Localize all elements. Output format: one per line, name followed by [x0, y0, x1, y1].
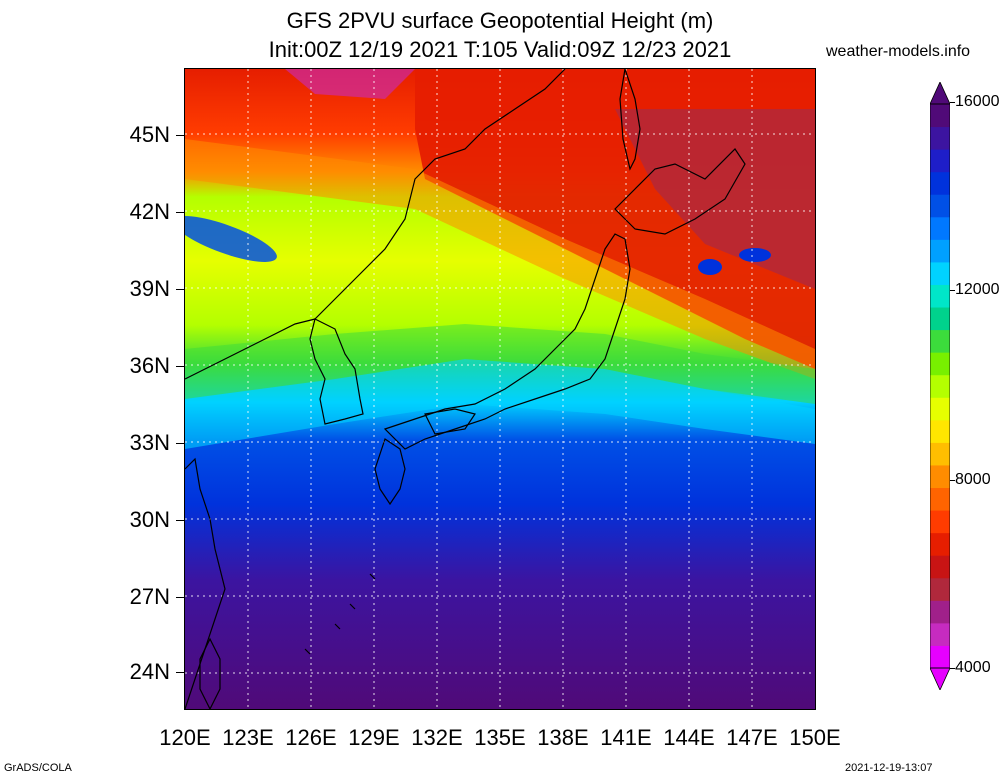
lat-tick [176, 135, 184, 136]
lon-label: 129E [348, 725, 400, 750]
colorbar-label: 16000 [955, 93, 1000, 110]
colorbar-segment [930, 374, 950, 398]
colorbar-segment [930, 487, 950, 511]
lat-tick [176, 289, 184, 290]
coastlines [185, 69, 746, 709]
ryukyu-islands [304, 573, 376, 655]
lat-label: 42N [129, 199, 170, 224]
colorbar-segment [930, 600, 950, 624]
colorbar-segment [930, 261, 950, 285]
geopotential-height-map [184, 68, 816, 710]
colorbar-segment [930, 216, 950, 240]
colorbar-tick [950, 480, 955, 481]
lat-tick [176, 597, 184, 598]
colorbar-segment [930, 171, 950, 195]
lon-label: 132E [411, 725, 463, 750]
taiwan-coastline [199, 637, 221, 709]
blue-blob [739, 248, 771, 262]
korea-coastline [309, 318, 364, 425]
map-subtitle: Init:00Z 12/19 2021 T:105 Valid:09Z 12/2… [268, 37, 732, 62]
colorbar-segment [930, 577, 950, 601]
colorbar-segment [930, 510, 950, 534]
orange-transition-band [185, 139, 815, 379]
cyan-band [185, 359, 815, 449]
map-canvas [185, 69, 815, 709]
colorbar-segment [930, 104, 950, 128]
lat-label: 33N [129, 430, 170, 455]
lat-label: 39N [129, 276, 170, 301]
colorbar-label: 4000 [955, 659, 991, 676]
blue-blob [698, 259, 722, 275]
map-title: GFS 2PVU surface Geopotential Height (m) [286, 8, 714, 33]
lon-label: 123E [222, 725, 274, 750]
colorbar-segment [930, 352, 950, 376]
lon-label: 144E [663, 725, 715, 750]
colorbar-tick [950, 290, 955, 291]
lat-label: 30N [129, 507, 170, 532]
lon-label: 150E [789, 725, 841, 750]
lon-label: 120E [159, 725, 211, 750]
lat-label: 27N [129, 584, 170, 609]
colorbar-segment [930, 307, 950, 331]
colorbar-segment [930, 397, 950, 421]
magenta-patch [285, 69, 415, 99]
lat-label: 24N [129, 659, 170, 684]
sakhalin-coastline [619, 69, 641, 171]
lon-label: 126E [285, 725, 337, 750]
lat-label: 45N [129, 122, 170, 147]
colorbar-segment [930, 419, 950, 443]
colorbar-tick [950, 102, 955, 103]
colorbar-segment [930, 464, 950, 489]
kyushu-coastline [374, 438, 406, 506]
colorbar-segment [930, 194, 950, 218]
colorbar-tick [950, 668, 955, 669]
source-site-label: weather-models.info [826, 43, 971, 60]
colorbar-segment [930, 126, 950, 150]
footer-timestamp: 2021-12-19-13:07 [845, 762, 933, 774]
honshu-coastline [383, 233, 631, 450]
lat-label: 36N [129, 353, 170, 378]
lat-tick [176, 212, 184, 213]
colorbar-segment [930, 149, 950, 173]
lat-tick [176, 366, 184, 367]
colorbar-segment [930, 239, 950, 263]
colorbar-segment [930, 329, 950, 353]
lon-label: 141E [600, 725, 652, 750]
low-height-dark-band [615, 109, 815, 289]
colorbar-label: 8000 [955, 471, 991, 488]
lon-label: 138E [537, 725, 589, 750]
green-belt [185, 324, 815, 404]
colorbar [930, 82, 950, 690]
footer-software-label: GrADS/COLA [4, 762, 72, 774]
upper-left-blue-patch [185, 216, 277, 262]
colorbar-segment [930, 622, 950, 646]
lat-tick [176, 443, 184, 444]
colorbar-frame [930, 103, 950, 669]
hokkaido-coastline [614, 148, 746, 235]
colorbar-segment [930, 284, 950, 308]
russia-coastline [314, 69, 566, 320]
lat-tick [176, 672, 184, 673]
shikoku-coastline [424, 408, 476, 435]
colorbar-segment [930, 645, 950, 669]
colorbar-segments [930, 104, 950, 669]
colorbar-top-arrow [930, 82, 950, 105]
lon-label: 135E [474, 725, 526, 750]
colorbar-segment [930, 555, 950, 579]
graticule [185, 69, 815, 709]
lon-label: 147E [726, 725, 778, 750]
colorbar-segment [930, 442, 950, 466]
lat-tick [176, 520, 184, 521]
colorbar-label: 12000 [955, 281, 1000, 298]
colorbar-bottom-arrow [930, 667, 950, 690]
colorbar-segment [930, 532, 950, 556]
